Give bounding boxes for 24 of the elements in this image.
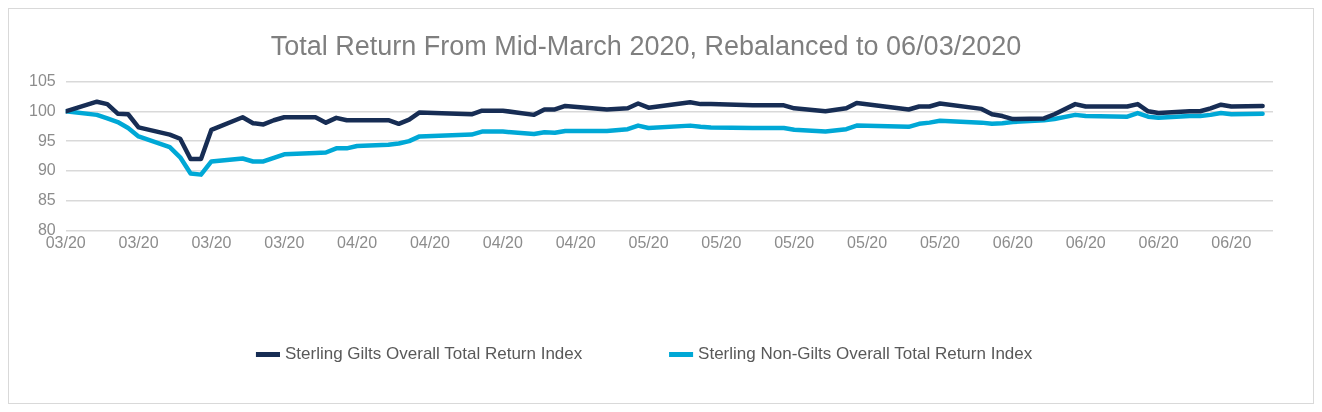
x-tick-label: 03/20 <box>191 233 232 251</box>
x-tick-label: 04/20 <box>482 233 523 251</box>
x-tick-label: 05/20 <box>774 233 815 251</box>
y-tick-label: 85 <box>37 191 56 209</box>
x-tick-label: 05/20 <box>919 233 961 251</box>
y-tick-label: 95 <box>37 131 56 149</box>
x-tick-label: 06/20 <box>992 233 1033 251</box>
legend-label: Sterling Non-Gilts Overall Total Return Index <box>698 344 1033 364</box>
x-tick-label: 03/20 <box>118 233 159 251</box>
x-tick-label: 05/20 <box>701 233 742 251</box>
x-tick-label: 06/20 <box>1065 233 1106 251</box>
x-tick-label: 06/20 <box>1211 233 1252 251</box>
x-tick-label: 04/20 <box>409 233 451 251</box>
x-tick-label: 05/20 <box>847 233 888 251</box>
chart-title: Total Return From Mid-March 2020, Rebalanced to 06/03/2020 <box>270 30 1022 61</box>
y-tick-label: 100 <box>28 101 56 119</box>
x-tick-label: 06/20 <box>1138 233 1179 251</box>
y-tick-label: 105 <box>28 71 56 89</box>
x-tick-label: 04/20 <box>337 233 378 251</box>
x-tick-label: 05/20 <box>628 233 669 251</box>
x-tick-label: 03/20 <box>264 233 305 251</box>
legend-label: Sterling Gilts Overall Total Return Index <box>284 344 583 364</box>
y-tick-label: 90 <box>37 161 56 179</box>
x-tick-label: 04/20 <box>555 233 596 251</box>
